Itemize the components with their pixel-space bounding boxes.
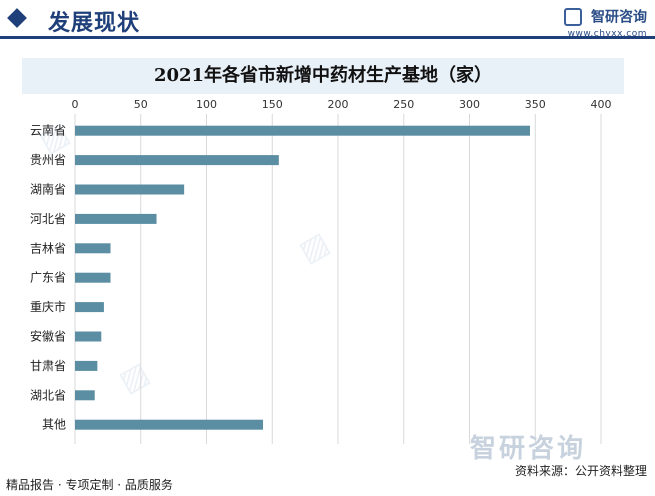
y-category-label: 云南省: [30, 123, 66, 138]
watermark-text: 智研咨询: [470, 434, 587, 464]
y-category-label: 广东省: [30, 271, 66, 285]
bar: [75, 360, 98, 371]
bar: [75, 155, 279, 166]
x-tick-label: 250: [393, 98, 414, 111]
bar: [75, 243, 111, 254]
bar: [75, 302, 104, 313]
bar: [75, 125, 530, 136]
x-tick-label: 400: [591, 98, 612, 111]
y-category-label: 重庆市: [30, 299, 66, 314]
bar: [75, 390, 95, 401]
y-category-label: 安徽省: [30, 329, 66, 344]
header-divider: [0, 36, 655, 39]
bar: [75, 331, 102, 342]
chart-title-bar: 2021年各省市新增中药材生产基地（家）: [22, 58, 624, 94]
bar: [75, 272, 111, 283]
bar: [75, 184, 185, 195]
brand: 智研咨询 www.chyxx.com: [563, 6, 647, 39]
y-category-label: 其他: [42, 418, 66, 432]
x-tick-label: 200: [328, 98, 349, 111]
footer-tagline: 精品报告 · 专项定制 · 品质服务: [6, 478, 173, 492]
y-category-label: 湖北省: [30, 387, 66, 402]
brand-name: 智研咨询: [591, 9, 647, 26]
data-source: 资料来源：公开资料整理: [514, 464, 647, 478]
y-category-label: 甘肃省: [30, 359, 66, 373]
y-category-label: 湖南省: [30, 182, 66, 197]
brand-logo-icon: [563, 7, 582, 26]
x-tick-label: 150: [262, 98, 283, 111]
brand-url: www.chyxx.com: [567, 28, 647, 39]
diamond-icon: [7, 8, 27, 28]
x-tick-label: 300: [459, 98, 480, 111]
section-title: 发展现状: [48, 11, 141, 36]
y-category-label: 贵州省: [30, 153, 66, 167]
x-tick-label: 50: [134, 98, 148, 111]
chart-title: 2021年各省市新增中药材生产基地（家）: [153, 65, 493, 86]
y-category-label: 河北省: [30, 212, 66, 226]
bar: [75, 213, 157, 224]
bar-chart: 0 50 100 150 200 250 300 350 400 云南省贵州省湖南省河北省吉林省广…: [30, 98, 612, 444]
x-tick-label: 0: [72, 98, 79, 111]
bar: [75, 419, 264, 430]
x-tick-label: 100: [196, 98, 217, 111]
x-tick-label: 350: [525, 98, 546, 111]
y-category-label: 吉林省: [30, 241, 66, 255]
header: 发展现状 智研咨询 www.chyxx.com: [0, 0, 655, 42]
